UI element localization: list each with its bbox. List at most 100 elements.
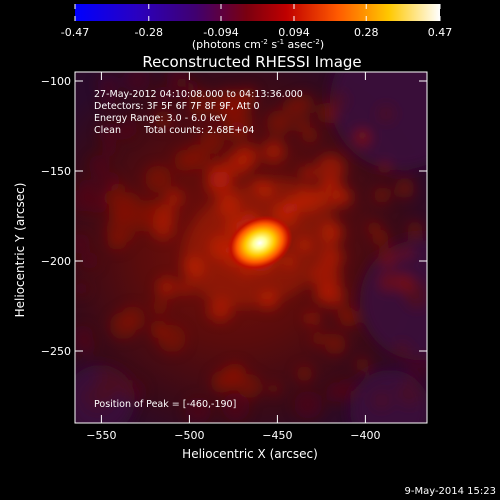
texture-blob — [237, 374, 262, 399]
colorbar-ticks: -0.47 -0.28 -0.094 0.094 0.28 0.47 — [61, 4, 452, 39]
texture-blob — [156, 277, 177, 298]
texture-blob — [123, 72, 151, 93]
texture-blob — [360, 240, 427, 360]
texture-blob — [409, 294, 425, 310]
texture-blob — [391, 341, 412, 361]
y-axis-title: Heliocentric Y (arcsec) — [13, 183, 27, 318]
texture-blob — [174, 149, 196, 172]
texture-blob — [320, 180, 333, 194]
colorbar-label: (photons cm-2 s-1 asec-2) — [192, 38, 324, 51]
texture-blob — [111, 182, 126, 197]
detectors-text: Detectors: 3F 5F 6F 7F 8F 9F, Att 0 — [94, 101, 260, 112]
texture-layer — [75, 72, 427, 423]
texture-blob — [366, 221, 381, 235]
texture-blob — [188, 90, 217, 119]
texture-blob — [267, 382, 281, 395]
texture-blob — [149, 204, 163, 217]
texture-blob — [302, 127, 318, 144]
texture-blob — [379, 272, 399, 292]
colorbar-tick-label: 0.28 — [354, 26, 379, 39]
chart-title: Reconstructed RHESSI Image — [142, 53, 361, 71]
texture-blob — [81, 252, 99, 270]
texture-blob — [88, 154, 110, 176]
texture-blob — [113, 192, 143, 221]
texture-blob — [75, 281, 89, 296]
texture-blob — [87, 193, 108, 214]
colorbar-tick-label: 0.47 — [428, 26, 453, 39]
texture-blob — [184, 396, 212, 423]
texture-blob — [395, 379, 423, 407]
peak-position-text: Position of Peak = [-460,-190] — [94, 399, 236, 410]
texture-blob — [394, 178, 415, 199]
texture-blob — [98, 123, 120, 144]
texture-blob — [122, 379, 146, 403]
texture-blob — [107, 230, 127, 251]
texture-blob — [407, 221, 424, 238]
colorbar-tick-label: -0.28 — [135, 26, 163, 39]
colorbar-tick-label: -0.47 — [61, 26, 89, 39]
colorbar-tick-label: -0.094 — [203, 26, 238, 39]
texture-blob — [372, 390, 391, 410]
texture-blob — [294, 390, 322, 419]
peak-source — [227, 215, 293, 271]
texture-blob — [200, 128, 225, 153]
texture-blob — [373, 186, 391, 204]
y-tick-label: −150 — [41, 165, 71, 178]
y-tick-label: −100 — [41, 75, 71, 88]
energy-range-text: Energy Range: 3.0 - 6.0 keV — [94, 113, 227, 124]
texture-blob — [296, 365, 313, 382]
texture-blob — [378, 161, 391, 175]
texture-blob — [225, 150, 252, 177]
texture-blob — [185, 80, 199, 94]
texture-blob — [75, 335, 96, 356]
x-tick-label: −450 — [262, 429, 292, 442]
texture-blob — [109, 312, 137, 340]
x-tick-label: −400 — [350, 429, 380, 442]
colorbar-tick-label: 0.094 — [278, 26, 310, 39]
texture-blob — [378, 247, 398, 268]
time-range-text: 27-May-2012 04:10:08.000 to 04:13:36.000 — [94, 89, 303, 100]
texture-blob — [311, 331, 326, 346]
heatmap-image — [75, 72, 427, 423]
texture-blob — [153, 86, 173, 105]
texture-blob — [324, 333, 346, 355]
texture-blob — [305, 312, 318, 325]
x-axis: −550 −500 −450 −400 — [86, 72, 381, 442]
texture-blob — [353, 129, 372, 148]
texture-blob — [405, 353, 427, 380]
texture-blob — [178, 280, 192, 294]
method-text: Clean — [94, 125, 121, 136]
footer-date: 9-May-2014 15:23 — [404, 486, 496, 497]
texture-blob — [337, 305, 354, 322]
texture-blob — [226, 120, 248, 142]
texture-blob — [150, 320, 168, 339]
texture-blob — [326, 382, 347, 403]
colorbar — [75, 4, 440, 21]
y-tick-label: −250 — [41, 345, 71, 358]
texture-blob — [399, 246, 413, 260]
texture-blob — [262, 139, 285, 163]
heatmap-texture — [75, 72, 427, 423]
texture-blob — [166, 72, 187, 89]
texture-blob — [206, 170, 234, 198]
texture-blob — [316, 154, 346, 184]
texture-blob — [100, 93, 116, 109]
x-axis-title: Heliocentric X (arcsec) — [182, 447, 318, 461]
y-axis: −100 −150 −200 −250 — [41, 75, 427, 358]
texture-blob — [282, 97, 302, 117]
texture-blob — [96, 74, 119, 96]
texture-blob — [164, 189, 183, 207]
texture-blob — [154, 110, 173, 129]
texture-blob — [293, 116, 310, 133]
x-tick-label: −550 — [86, 429, 116, 442]
x-tick-label: −500 — [174, 429, 204, 442]
y-tick-label: −200 — [41, 255, 71, 268]
texture-blob — [75, 233, 91, 254]
texture-blob — [229, 365, 244, 380]
texture-blob — [210, 370, 233, 394]
plot-frame — [74, 71, 428, 424]
texture-blob — [221, 392, 250, 421]
texture-blob — [102, 142, 117, 157]
texture-blob — [300, 165, 316, 182]
texture-blob — [395, 273, 410, 288]
